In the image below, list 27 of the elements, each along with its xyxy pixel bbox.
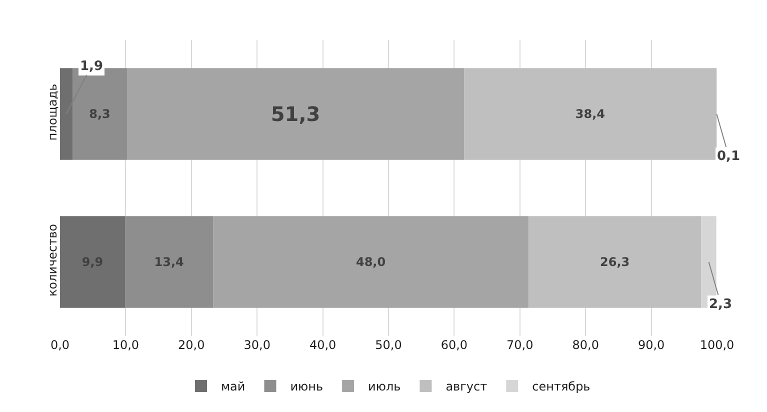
y-tick-label: площадь <box>46 84 60 141</box>
x-tick-label: 90,0 <box>638 338 665 352</box>
legend-label: май <box>221 380 246 394</box>
x-tick-label: 20,0 <box>178 338 205 352</box>
legend-label: август <box>446 380 488 394</box>
x-tick-label: 0,0 <box>50 338 70 352</box>
x-tick-label: 10,0 <box>112 338 140 352</box>
data-label: 2,3 <box>709 297 732 312</box>
x-tick-label: 80,0 <box>572 338 599 352</box>
y-tick-label: количество <box>46 224 60 296</box>
data-label: 13,4 <box>154 255 184 269</box>
legend-label: июль <box>368 380 401 394</box>
data-label: 38,4 <box>575 107 606 121</box>
legend-label: сентябрь <box>532 380 590 394</box>
data-label: 0,1 <box>717 149 740 164</box>
data-label: 48,0 <box>356 255 386 269</box>
x-tick-label: 30,0 <box>244 338 270 352</box>
x-tick-label: 100,0 <box>700 338 734 352</box>
legend-label: июнь <box>290 380 324 394</box>
data-label: 51,3 <box>270 102 320 126</box>
data-label: 1,9 <box>80 59 104 74</box>
x-tick-label: 60,0 <box>440 338 468 352</box>
x-tick-label: 50,0 <box>375 338 402 352</box>
x-tick-label: 70,0 <box>506 338 534 352</box>
data-label: 8,3 <box>89 107 110 121</box>
data-label: 26,3 <box>600 255 630 269</box>
x-tick-label: 40,0 <box>309 338 336 352</box>
